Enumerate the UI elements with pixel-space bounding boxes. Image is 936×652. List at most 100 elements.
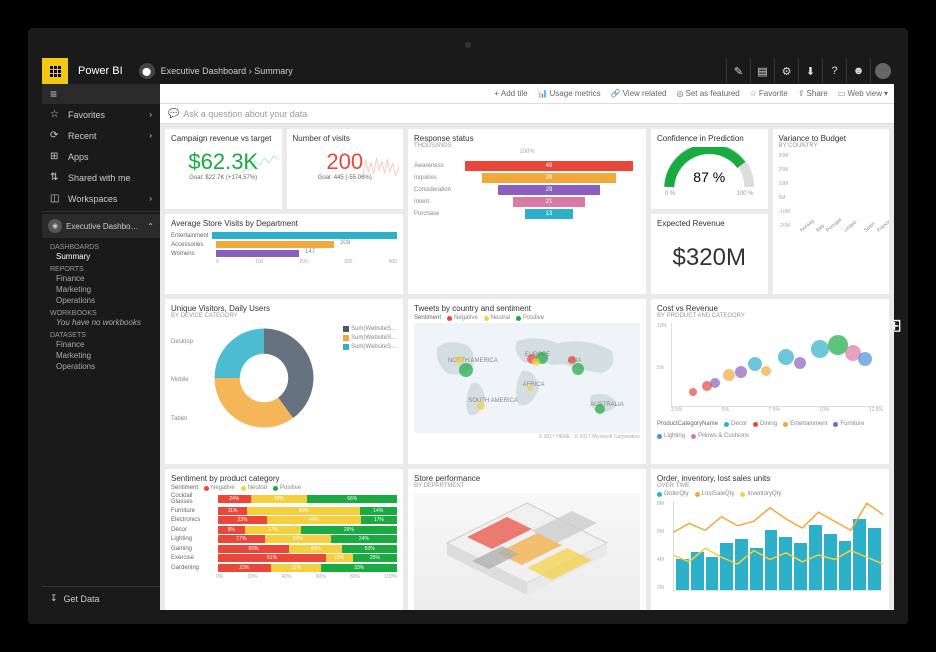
main-area: ≡ ☆Favorites›⟳Recent›⊞Apps⇅Shared with m…: [42, 84, 894, 610]
tile-title: Average Store Visits by Department: [171, 219, 397, 228]
tree-report[interactable]: Marketing: [50, 284, 160, 295]
smile-icon[interactable]: ☻: [846, 58, 870, 84]
gear-icon[interactable]: ⚙: [774, 58, 798, 84]
tile-title: Tweets by country and sentiment: [414, 304, 640, 313]
dashboard-toolbar: + Add tile 📊 Usage metrics 🔗 View relate…: [160, 84, 894, 104]
tree-dataset[interactable]: Finance: [50, 339, 160, 350]
content: + Add tile 📊 Usage metrics 🔗 View relate…: [160, 84, 894, 610]
view-related-button[interactable]: 🔗 View related: [611, 89, 667, 98]
funnel-max: 100%: [414, 149, 640, 155]
camera: [465, 42, 471, 48]
tile-subtitle: OVER TIME: [657, 483, 883, 489]
get-data-label: Get Data: [64, 594, 100, 604]
workspace-icon[interactable]: ⬤: [139, 63, 155, 79]
tile-title: Unique Visitors, Daily Users: [171, 304, 397, 313]
combo-chart: 8M6M4M2M: [657, 501, 883, 610]
hamburger-icon[interactable]: ≡: [42, 84, 160, 104]
chat-icon[interactable]: ▤: [750, 58, 774, 84]
tile-tweets-map[interactable]: Tweets by country and sentiment Sentimen…: [408, 299, 646, 464]
usage-metrics-button[interactable]: 📊 Usage metrics: [538, 89, 601, 98]
donut-chart: [209, 323, 343, 438]
tile-title: Variance to Budget: [779, 134, 884, 143]
tile-sentiment-category[interactable]: Sentiment by product category SentimentN…: [165, 469, 403, 610]
tile-visits[interactable]: Number of visits 200 Goal: 445 (-55.06%): [287, 129, 404, 209]
tile-title: Expected Revenue: [657, 219, 762, 228]
sidebar: ≡ ☆Favorites›⟳Recent›⊞Apps⇅Shared with m…: [42, 84, 160, 610]
map-attribution: © 2017 HERE · © 2017 Microsoft Corporati…: [414, 434, 640, 440]
qa-input[interactable]: 💬 Ask a question about your data: [160, 104, 894, 124]
tile-unique-visitors[interactable]: Unique Visitors, Daily Users BY DEVICE C…: [165, 299, 403, 464]
web-view-button[interactable]: ▭ Web view ▾: [838, 89, 888, 98]
workspace-tree: DASHBOARDSSummaryREPORTSFinanceMarketing…: [42, 238, 160, 376]
top-bar: Power BI ⬤ Executive Dashboard › Summary…: [42, 58, 894, 84]
hbar-chart: Entertainment367Accessories209Womens147: [171, 232, 397, 257]
sparkline: [363, 149, 399, 179]
share-button[interactable]: ⇪ Share: [798, 89, 828, 98]
tile-store-performance[interactable]: Store performance BY DEPARTMENT: [408, 469, 646, 610]
active-workspace-label: Executive Dashbo…: [66, 222, 138, 231]
nav-workspaces[interactable]: ◫Workspaces›: [42, 188, 160, 209]
tile-subtitle: BY DEVICE CATEGORY: [171, 313, 397, 319]
isometric-floorplan: [414, 493, 640, 610]
user-avatar[interactable]: [870, 58, 894, 84]
tile-order-inventory[interactable]: Order, inventory, lost sales units OVER …: [651, 469, 889, 610]
add-tile-button[interactable]: + Add tile: [494, 89, 527, 98]
tablet-frame: ⊞ Power BI ⬤ Executive Dashboard › Summa…: [28, 28, 908, 624]
waterfall-chart: 30M20M10M0M-10M-20M 14M-18M6M-10M14M22M1…: [779, 153, 884, 249]
tile-title: Response status: [414, 134, 640, 143]
favorite-button[interactable]: ☆ Favorite: [750, 89, 788, 98]
tree-report[interactable]: Operations: [50, 295, 160, 306]
get-data-button[interactable]: ↧ Get Data: [42, 586, 160, 610]
tree-dataset[interactable]: Marketing: [50, 350, 160, 361]
nav-favorites[interactable]: ☆Favorites›: [42, 104, 160, 125]
kpi-value: $320M: [657, 244, 762, 272]
nav-apps[interactable]: ⊞Apps: [42, 146, 160, 167]
qa-placeholder: Ask a question about your data: [183, 109, 307, 119]
brand-name: Power BI: [68, 65, 133, 77]
tile-campaign-revenue[interactable]: Campaign revenue vs target $62.3K Goal: …: [165, 129, 282, 209]
tile-subtitle: BY COUNTRY: [779, 143, 884, 149]
dashboard-grid: Campaign revenue vs target $62.3K Goal: …: [160, 124, 894, 610]
tile-title: Sentiment by product category: [171, 474, 397, 483]
tile-response-status[interactable]: Response status THOUSANDS 100% Awareness…: [408, 129, 646, 294]
tile-title: Store performance: [414, 474, 640, 483]
breadcrumb: Executive Dashboard › Summary: [161, 66, 293, 76]
app-logo-icon[interactable]: [42, 58, 68, 84]
tree-report[interactable]: Finance: [50, 273, 160, 284]
tile-variance-budget[interactable]: Variance to Budget BY COUNTRY 30M20M10M0…: [773, 129, 890, 294]
stacked-bar-chart: Cocktail Glasses24%42%66%Furniture11%42%…: [171, 493, 397, 572]
crumb-workspace[interactable]: Executive Dashboard: [161, 66, 247, 76]
tile-title: Campaign revenue vs target: [171, 134, 276, 143]
top-actions: ✎ ▤ ⚙ ⬇ ? ☻: [726, 58, 894, 84]
tile-title: Order, inventory, lost sales units: [657, 474, 883, 483]
tile-subtitle: BY PRODUCT AND CATEGORY: [657, 313, 883, 319]
sparkline: [242, 149, 278, 179]
funnel-chart: Awareness49Inquiries39Consideration29Int…: [414, 161, 640, 219]
get-data-icon: ↧: [50, 593, 58, 604]
gauge-chart: 87 %: [657, 147, 762, 191]
tile-avg-visits[interactable]: Average Store Visits by Department Enter…: [165, 214, 403, 294]
tile-confidence[interactable]: Confidence in Prediction 87 % 0 %100 %: [651, 129, 768, 209]
tile-cost-revenue[interactable]: Cost vs Revenue BY PRODUCT AND CATEGORY …: [651, 299, 889, 464]
nav-shared-with-me[interactable]: ⇅Shared with me: [42, 167, 160, 188]
tile-expected-revenue[interactable]: Expected Revenue $320M: [651, 214, 768, 294]
gauge-value: 87 %: [657, 169, 762, 185]
set-featured-button[interactable]: ◎ Set as featured: [677, 89, 740, 98]
tile-title: Number of visits: [293, 134, 398, 143]
chat-bubble-icon: 💬: [168, 108, 179, 119]
scatter-chart: 10%5% 2.5%5%7.5%10%12.5%: [657, 323, 883, 419]
tile-subtitle: BY DEPARTMENT: [414, 483, 640, 489]
screen: Power BI ⬤ Executive Dashboard › Summary…: [42, 58, 894, 610]
nav-recent[interactable]: ⟳Recent›: [42, 125, 160, 146]
download-icon[interactable]: ⬇: [798, 58, 822, 84]
tile-title: Confidence in Prediction: [657, 134, 762, 143]
help-icon[interactable]: ?: [822, 58, 846, 84]
active-workspace[interactable]: ◉ Executive Dashbo… ⌃: [42, 214, 160, 238]
edit-icon[interactable]: ✎: [726, 58, 750, 84]
tree-dataset[interactable]: Operations: [50, 361, 160, 372]
tree-dashboard[interactable]: Summary: [50, 251, 160, 262]
workspace-badge-icon: ◉: [48, 219, 62, 233]
crumb-page[interactable]: Summary: [254, 66, 293, 76]
world-map: NORTH AMERICASOUTH AMERICAEUROPEAFRICAAS…: [414, 323, 640, 433]
tile-title: Cost vs Revenue: [657, 304, 883, 313]
